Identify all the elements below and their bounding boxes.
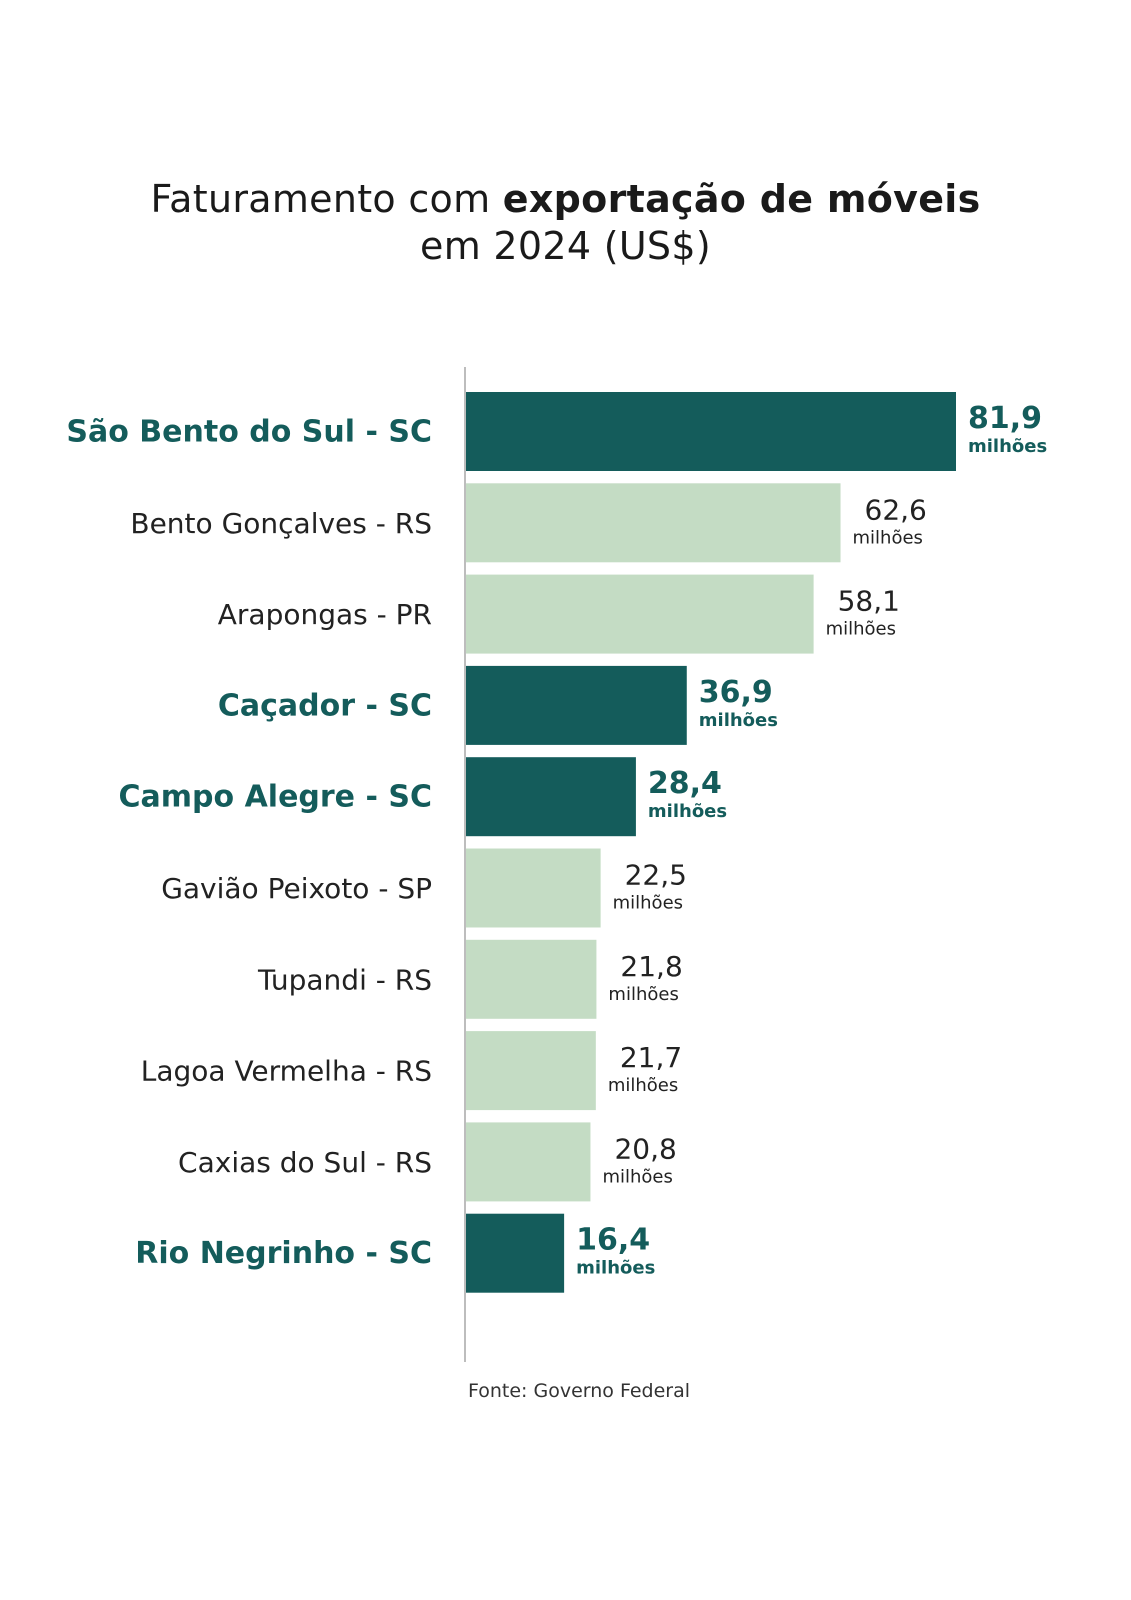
category-label-6: Tupandi - RS bbox=[257, 963, 432, 996]
bar-4 bbox=[466, 757, 636, 837]
category-label-1: Bento Gonçalves - RS bbox=[130, 507, 432, 540]
value-label-1: 62,6 bbox=[865, 493, 927, 526]
value-label-4: 28,4 bbox=[648, 766, 722, 801]
bar-0 bbox=[466, 392, 956, 471]
category-label-7: Lagoa Vermelha - RS bbox=[141, 1055, 432, 1088]
bar-9 bbox=[466, 1213, 565, 1293]
chart-title: Faturamento com exportação de móveis em … bbox=[0, 176, 1131, 270]
unit-label-2: milhões bbox=[826, 619, 896, 640]
unit-label-4: milhões bbox=[648, 801, 727, 822]
unit-label-1: milhões bbox=[853, 527, 923, 548]
bar-8 bbox=[466, 1122, 591, 1202]
category-label-0: São Bento do Sul - SC bbox=[66, 415, 432, 450]
chart-title-line2: em 2024 (US$) bbox=[420, 224, 711, 268]
bar-1 bbox=[466, 483, 841, 563]
unit-label-9: milhões bbox=[576, 1258, 655, 1279]
chart-title-line1: Faturamento com exportação de móveis bbox=[0, 176, 1131, 223]
value-label-7: 21,7 bbox=[620, 1041, 682, 1074]
value-label-9: 16,4 bbox=[576, 1223, 650, 1258]
bar-5 bbox=[466, 848, 601, 928]
bar-7 bbox=[466, 1031, 596, 1111]
value-label-2: 58,1 bbox=[838, 585, 900, 618]
category-label-8: Caxias do Sul - RS bbox=[178, 1146, 432, 1179]
category-label-2: Arapongas - PR bbox=[218, 598, 432, 631]
unit-label-3: milhões bbox=[699, 710, 778, 731]
value-label-6: 21,8 bbox=[620, 950, 682, 983]
bar-2 bbox=[466, 574, 814, 654]
bar-6 bbox=[466, 939, 597, 1019]
unit-label-0: milhões bbox=[968, 436, 1047, 457]
category-label-5: Gavião Peixoto - SP bbox=[161, 872, 432, 905]
unit-label-5: milhões bbox=[613, 893, 683, 914]
category-label-3: Caçador - SC bbox=[218, 688, 432, 723]
unit-label-8: milhões bbox=[602, 1166, 672, 1187]
value-label-0: 81,9 bbox=[968, 401, 1042, 436]
chart-title-bold: exportação de móveis bbox=[502, 177, 981, 221]
value-label-8: 20,8 bbox=[614, 1132, 676, 1165]
category-label-4: Campo Alegre - SC bbox=[119, 780, 432, 815]
value-label-5: 22,5 bbox=[625, 859, 687, 892]
unit-label-7: milhões bbox=[608, 1075, 678, 1096]
value-label-3: 36,9 bbox=[699, 675, 773, 710]
bar-3 bbox=[466, 665, 687, 745]
unit-label-6: milhões bbox=[608, 984, 678, 1005]
source-note: Fonte: Governo Federal bbox=[468, 1380, 691, 1402]
chart-title-prefix: Faturamento com bbox=[150, 177, 503, 221]
category-label-9: Rio Negrinho - SC bbox=[135, 1236, 432, 1271]
